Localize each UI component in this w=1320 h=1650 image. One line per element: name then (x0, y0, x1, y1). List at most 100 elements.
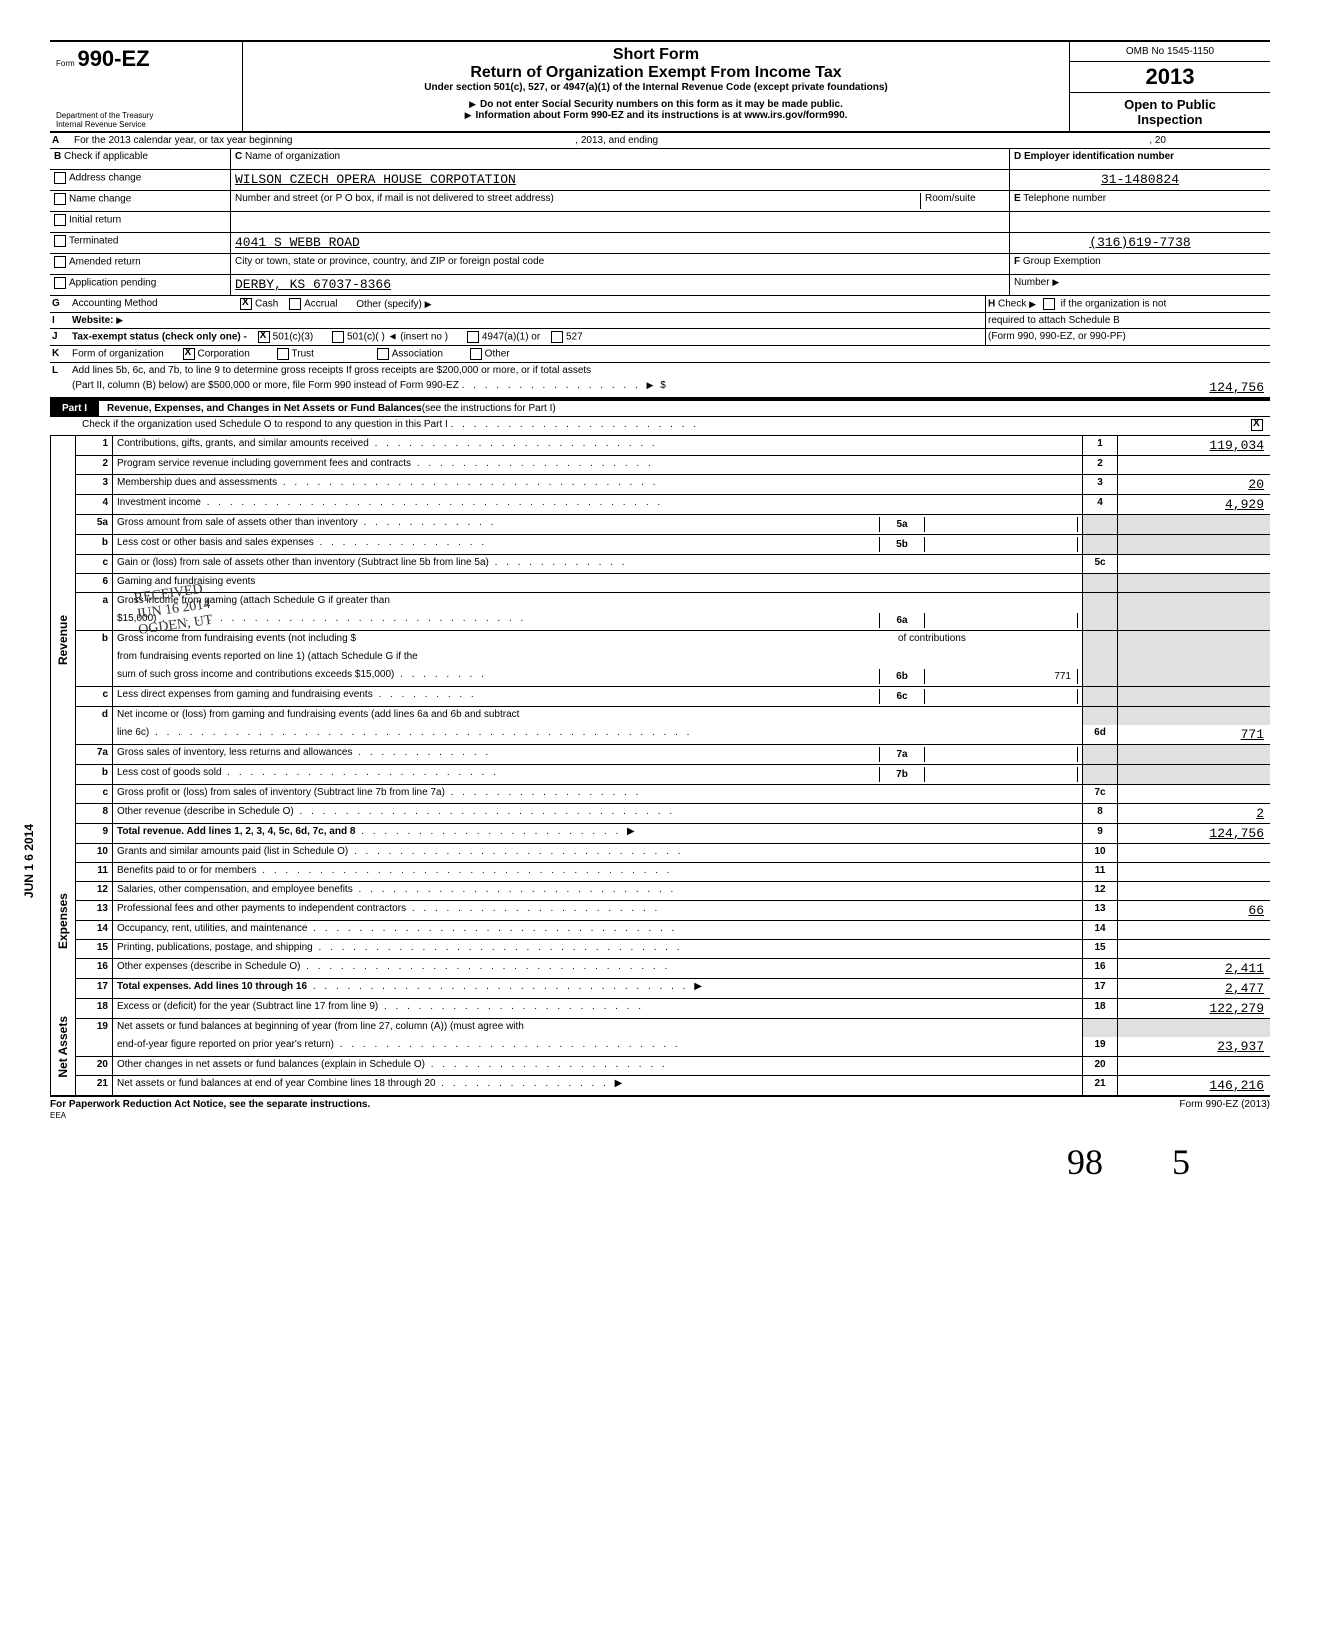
line13-desc: Professional fees and other payments to … (117, 903, 406, 914)
checkbox-kother[interactable] (470, 348, 482, 360)
line2-amt (1118, 456, 1270, 474)
section-a-row: A For the 2013 calendar year, or tax yea… (50, 133, 1270, 149)
footer-left: For Paperwork Reduction Act Notice, see … (50, 1099, 370, 1110)
b-text: Check if applicable (64, 151, 148, 162)
line19-amt: 23,937 (1118, 1037, 1270, 1056)
g-text: Accounting Method (70, 296, 238, 312)
line6b-subamt: 771 (925, 669, 1078, 684)
line7b-box: 7b (879, 767, 925, 782)
warning: Do not enter Social Security numbers on … (480, 99, 843, 110)
j-text: Tax-exempt status (check only one) - (72, 332, 247, 343)
line19-desc: Net assets or fund balances at beginning… (117, 1021, 524, 1032)
line10-desc: Grants and similar amounts paid (list in… (117, 846, 348, 857)
k-other: Other (485, 349, 510, 360)
f-text: Group Exemption (1023, 256, 1101, 267)
section-c: C Name of organization WILSON CZECH OPER… (231, 149, 1009, 295)
subtitle: Under section 501(c), 527, or 4947(a)(1)… (251, 82, 1061, 93)
j-opt2: 501(c)( (347, 332, 379, 343)
k-assoc: Association (392, 349, 443, 360)
g-cash: Cash (255, 299, 278, 310)
line18-desc: Excess or (deficit) for the year (Subtra… (117, 1001, 378, 1012)
side-date-stamp: JUN 1 6 2014 (20, 820, 38, 902)
line5c-desc: Gain or (loss) from sale of assets other… (117, 557, 489, 568)
checkbox-address[interactable] (54, 172, 66, 184)
line6-desc: Gaming and fundraising events (117, 576, 255, 587)
checkbox-accrual[interactable] (289, 298, 301, 310)
row-j: J Tax-exempt status (check only one) - 5… (50, 329, 1270, 346)
line5b-desc: Less cost or other basis and sales expen… (117, 537, 314, 548)
title-block: Short Form Return of Organization Exempt… (243, 42, 1069, 131)
b-initial: Initial return (69, 215, 121, 226)
line18-amt: 122,279 (1118, 999, 1270, 1018)
expenses-section: Expenses 10Grants and similar amounts pa… (50, 844, 1270, 999)
checkbox-trust[interactable] (277, 348, 289, 360)
part1-title: Revenue, Expenses, and Changes in Net As… (107, 403, 422, 414)
row-gh: G Accounting Method Cash Accrual Other (… (50, 296, 1270, 313)
line14-desc: Occupancy, rent, utilities, and maintena… (117, 923, 307, 934)
line6a-box: 6a (879, 613, 925, 628)
label-g: G (50, 296, 70, 312)
line16-amt: 2,411 (1118, 959, 1270, 978)
line20-amt (1118, 1057, 1270, 1075)
label-e: E (1014, 193, 1021, 204)
checkbox-4947[interactable] (467, 331, 479, 343)
checkbox-terminated[interactable] (54, 235, 66, 247)
h-text4: (Form 990, 990-EZ, or 990-PF) (985, 329, 1270, 345)
hw-b: 5 (1172, 1142, 1190, 1182)
form-id-block: Form 990-EZ Department of the Treasury I… (50, 42, 243, 131)
line21-amt: 146,216 (1118, 1076, 1270, 1095)
checkbox-501c[interactable] (332, 331, 344, 343)
checkbox-initial[interactable] (54, 214, 66, 226)
phone: (316)619-7738 (1089, 235, 1190, 250)
label-b: B (54, 151, 61, 162)
line5c-amt (1118, 555, 1270, 573)
line4-amt: 4,929 (1118, 495, 1270, 514)
g-other: Other (specify) (356, 299, 422, 310)
expenses-label: Expenses (54, 889, 72, 953)
checkbox-part1[interactable] (1251, 419, 1263, 431)
label-c: C (235, 151, 242, 162)
l-text1: Add lines 5b, 6c, and 7b, to line 9 to d… (70, 363, 1270, 378)
line8-desc: Other revenue (describe in Schedule O) (117, 806, 294, 817)
checkbox-corp[interactable] (183, 348, 195, 360)
part1-check: Check if the organization used Schedule … (82, 419, 448, 430)
row-k: K Form of organization Corporation Trust… (50, 346, 1270, 363)
section-a-text: For the 2013 calendar year, or tax year … (74, 135, 292, 146)
label-l: L (50, 363, 70, 378)
checkbox-cash[interactable] (240, 298, 252, 310)
line6b-box: 6b (879, 669, 925, 684)
section-b: B Check if applicable Address change Nam… (50, 149, 231, 295)
b-addr: Address change (69, 173, 141, 184)
line12-desc: Salaries, other compensation, and employ… (117, 884, 353, 895)
title-short: Short Form (251, 46, 1061, 64)
line11-desc: Benefits paid to or for members (117, 865, 257, 876)
city: DERBY, KS 67037-8366 (235, 277, 391, 292)
checkbox-h[interactable] (1043, 298, 1055, 310)
line14-amt (1118, 921, 1270, 939)
checkbox-501c3[interactable] (258, 331, 270, 343)
line5b-box: 5b (879, 537, 925, 552)
k-corp: Corporation (198, 349, 250, 360)
form-number: 990-EZ (77, 46, 149, 71)
line6b-desc4: sum of such gross income and contributio… (117, 669, 394, 680)
omb-number: OMB No 1545-1150 (1070, 42, 1270, 62)
section-def: D Employer identification number 31-1480… (1009, 149, 1270, 295)
line6d-amt: 771 (1118, 725, 1270, 744)
b-pending: Application pending (69, 278, 156, 289)
checkbox-amended[interactable] (54, 256, 66, 268)
line7c-desc: Gross profit or (loss) from sales of inv… (117, 787, 445, 798)
line1-desc: Contributions, gifts, grants, and simila… (117, 438, 369, 449)
line5a-box: 5a (879, 517, 925, 532)
checkbox-name[interactable] (54, 193, 66, 205)
open-public-label: Open to Public (1074, 97, 1266, 112)
checkbox-527[interactable] (551, 331, 563, 343)
checkbox-assoc[interactable] (377, 348, 389, 360)
line15-amt (1118, 940, 1270, 958)
line6d-desc: Net income or (loss) from gaming and fun… (117, 709, 519, 720)
part1-note: (see the instructions for Part I) (422, 403, 556, 414)
line10-amt (1118, 844, 1270, 862)
line11-amt (1118, 863, 1270, 881)
checkbox-pending[interactable] (54, 277, 66, 289)
label-f: F (1014, 256, 1020, 267)
line6a-desc2: $15,000) (117, 613, 156, 624)
